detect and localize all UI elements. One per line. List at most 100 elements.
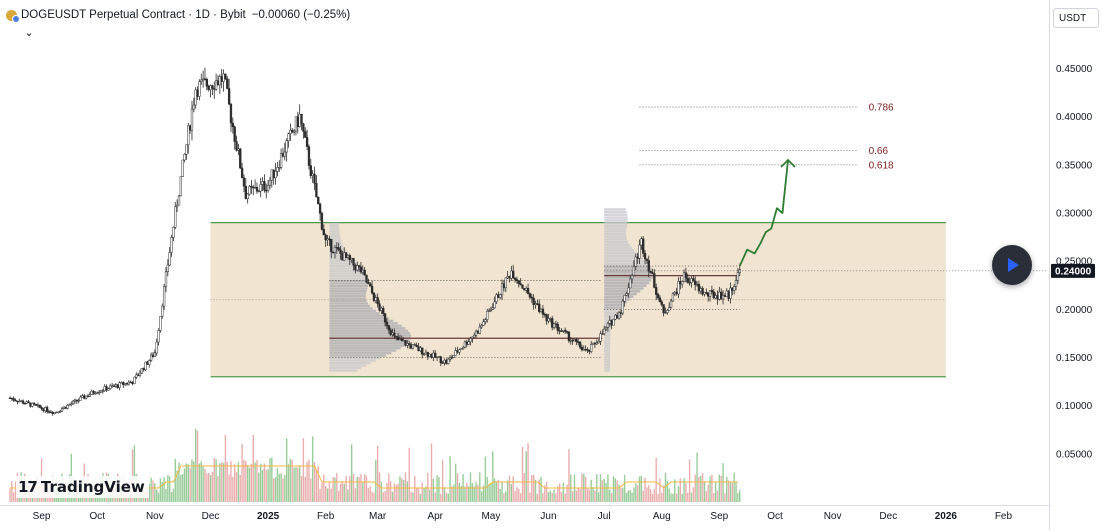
candle-body bbox=[109, 385, 112, 389]
volume-bar bbox=[347, 489, 349, 502]
candle-body bbox=[300, 113, 303, 125]
volume-bar bbox=[514, 490, 516, 502]
candle-body bbox=[673, 291, 676, 295]
candle-body bbox=[448, 357, 452, 360]
candle-body bbox=[369, 283, 372, 287]
volume-bar bbox=[603, 478, 605, 502]
volume-bar bbox=[430, 443, 433, 502]
candle-body bbox=[142, 368, 145, 371]
candle-body bbox=[627, 287, 630, 294]
candle-body bbox=[333, 247, 337, 253]
candle-body bbox=[16, 400, 19, 403]
candle-body bbox=[313, 173, 316, 184]
candle-body bbox=[335, 247, 338, 249]
volume-bar bbox=[629, 489, 631, 502]
volume-bar bbox=[389, 481, 392, 502]
volume-bar bbox=[356, 476, 358, 502]
volume-bar bbox=[321, 482, 323, 502]
candle-body bbox=[725, 290, 728, 297]
candle-body bbox=[716, 295, 719, 300]
candle-body bbox=[25, 401, 28, 404]
chevron-down-icon[interactable]: ⌄ bbox=[24, 27, 34, 39]
volume-bar bbox=[731, 482, 734, 502]
volume-bar bbox=[209, 475, 212, 502]
candle-body bbox=[344, 252, 348, 258]
volume-bar bbox=[610, 493, 613, 502]
volume-profile-row bbox=[329, 354, 387, 357]
volume-bar bbox=[354, 488, 357, 502]
volume-bar bbox=[334, 477, 336, 502]
candle-body bbox=[580, 346, 584, 351]
candle-body bbox=[346, 255, 350, 258]
volume-profile-row bbox=[329, 332, 411, 335]
volume-bar bbox=[180, 474, 182, 502]
volume-bar bbox=[486, 477, 488, 502]
candle-body bbox=[445, 359, 448, 364]
currency-unit-button[interactable]: USDT bbox=[1053, 8, 1099, 28]
volume-bar bbox=[657, 493, 659, 502]
candle-body bbox=[318, 203, 322, 214]
candle-body bbox=[304, 131, 307, 138]
volume-bar bbox=[399, 476, 401, 502]
volume-profile-row bbox=[329, 314, 385, 317]
candle-body bbox=[317, 196, 320, 205]
candle-body bbox=[70, 403, 73, 405]
candle-body bbox=[430, 353, 433, 358]
candle-body bbox=[220, 76, 223, 82]
x-tick-label: Sep bbox=[33, 511, 51, 522]
candle-body bbox=[107, 388, 110, 391]
volume-profile-row bbox=[329, 240, 342, 243]
candle-body bbox=[149, 354, 153, 361]
volume-profile-row bbox=[604, 306, 622, 309]
volume-bar bbox=[323, 474, 325, 502]
volume-profile-row bbox=[329, 232, 340, 235]
volume-profile-row bbox=[329, 235, 341, 238]
volume-profile-row bbox=[604, 341, 611, 345]
volume-bar bbox=[614, 478, 617, 502]
volume-bar bbox=[421, 482, 423, 502]
volume-bar bbox=[497, 479, 500, 502]
volume-bar bbox=[460, 485, 462, 502]
candle-body bbox=[387, 325, 390, 331]
volume-bar bbox=[13, 492, 15, 502]
candle-body bbox=[391, 332, 394, 335]
candle-body bbox=[417, 346, 420, 351]
volume-bar bbox=[709, 476, 711, 502]
volume-bar bbox=[434, 492, 436, 502]
candle-body bbox=[84, 395, 88, 399]
candle-body bbox=[474, 330, 478, 336]
volume-profile-row bbox=[329, 322, 398, 325]
candle-body bbox=[311, 173, 314, 176]
candle-body bbox=[703, 291, 706, 295]
volume-bar bbox=[250, 463, 253, 502]
candle-body bbox=[393, 332, 396, 337]
volume-profile-row bbox=[604, 213, 628, 217]
candle-body bbox=[361, 269, 364, 273]
candle-body bbox=[281, 153, 285, 157]
candle-body bbox=[289, 129, 292, 134]
volume-bar bbox=[451, 486, 453, 502]
volume-profile-row bbox=[329, 329, 409, 332]
candle-body bbox=[252, 186, 255, 189]
play-replay-button[interactable] bbox=[992, 245, 1032, 285]
symbol-header[interactable]: DOGEUSDT Perpetual Contract · 1D · Bybit… bbox=[6, 6, 350, 24]
volume-bar bbox=[178, 462, 180, 502]
volume-bar bbox=[315, 468, 318, 502]
candle-body bbox=[714, 295, 717, 299]
candle-body bbox=[705, 291, 708, 294]
candle-body bbox=[597, 341, 600, 344]
candle-body bbox=[614, 314, 617, 320]
candle-body bbox=[385, 321, 389, 326]
volume-bar bbox=[490, 483, 492, 502]
volume-profile-row bbox=[329, 227, 340, 230]
price-change: −0.00060 (−0.25%) bbox=[251, 9, 351, 21]
candle-body bbox=[593, 342, 597, 345]
x-tick-label: Aug bbox=[653, 511, 671, 522]
candle-body bbox=[389, 329, 392, 335]
candle-body bbox=[172, 226, 175, 238]
range-box bbox=[210, 222, 946, 377]
candle-body bbox=[734, 280, 738, 287]
candle-body bbox=[578, 341, 582, 348]
volume-bar bbox=[651, 493, 654, 502]
